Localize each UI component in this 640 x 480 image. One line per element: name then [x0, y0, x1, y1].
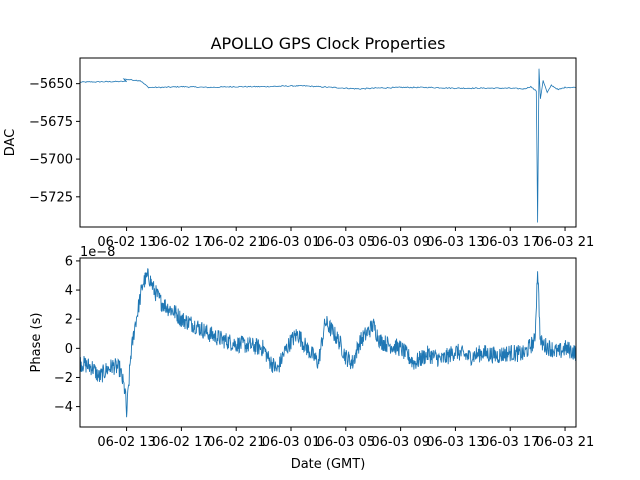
bottom-xtick-label: 06-02 17: [152, 435, 210, 450]
top-xtick-label: 06-03 17: [481, 235, 539, 250]
bottom-ytick-label: −2: [54, 371, 73, 386]
top-series-line: [79, 68, 576, 223]
top-ylabel: DAC: [3, 129, 18, 157]
bottom-ytick-label: 2: [65, 313, 73, 328]
top-xtick-label: 06-03 21: [536, 235, 594, 250]
bottom-series: [79, 268, 577, 418]
bottom-series-line: [79, 268, 577, 418]
bottom-xtick-label: 06-03 01: [262, 435, 320, 450]
top-xtick-label: 06-03 09: [371, 235, 429, 250]
top-ytick-label: −5700: [29, 153, 73, 168]
bottom-xtick-label: 06-03 13: [426, 435, 484, 450]
bottom-xtick-label: 06-02 21: [207, 435, 265, 450]
bottom-ytick-label: 6: [65, 254, 73, 269]
bottom-xtick-label: 06-02 13: [97, 435, 155, 450]
top-xtick-label: 06-02 17: [152, 235, 210, 250]
bottom-ylabel: Phase (s): [29, 313, 44, 373]
top-xtick-label: 06-02 21: [207, 235, 265, 250]
bottom-ytick-label: 4: [65, 284, 73, 299]
bottom-ytick-label: −4: [54, 400, 73, 415]
bottom-xtick-label: 06-03 09: [371, 435, 429, 450]
bottom-axes-frame: [79, 257, 577, 428]
bottom-xtick-label: 06-03 05: [317, 435, 375, 450]
top-series: [79, 68, 576, 223]
top-xtick-label: 06-02 13: [97, 235, 155, 250]
top-xtick-label: 06-03 01: [262, 235, 320, 250]
bottom-xtick-label: 06-03 21: [536, 435, 594, 450]
top-ytick-label: −5725: [29, 190, 73, 205]
bottom-ytick-label: 0: [65, 342, 73, 357]
top-xtick-label: 06-03 13: [426, 235, 484, 250]
top-xtick-label: 06-03 05: [317, 235, 375, 250]
bottom-xlabel: Date (GMT): [291, 457, 366, 472]
bottom-offset-text: 1e−8: [80, 245, 115, 260]
top-ytick-label: −5650: [29, 77, 73, 92]
top-ytick-label: −5675: [29, 115, 73, 130]
chart-title: APOLLO GPS Clock Properties: [211, 34, 446, 53]
top-axes-frame: [79, 57, 577, 228]
bottom-xtick-label: 06-03 17: [481, 435, 539, 450]
